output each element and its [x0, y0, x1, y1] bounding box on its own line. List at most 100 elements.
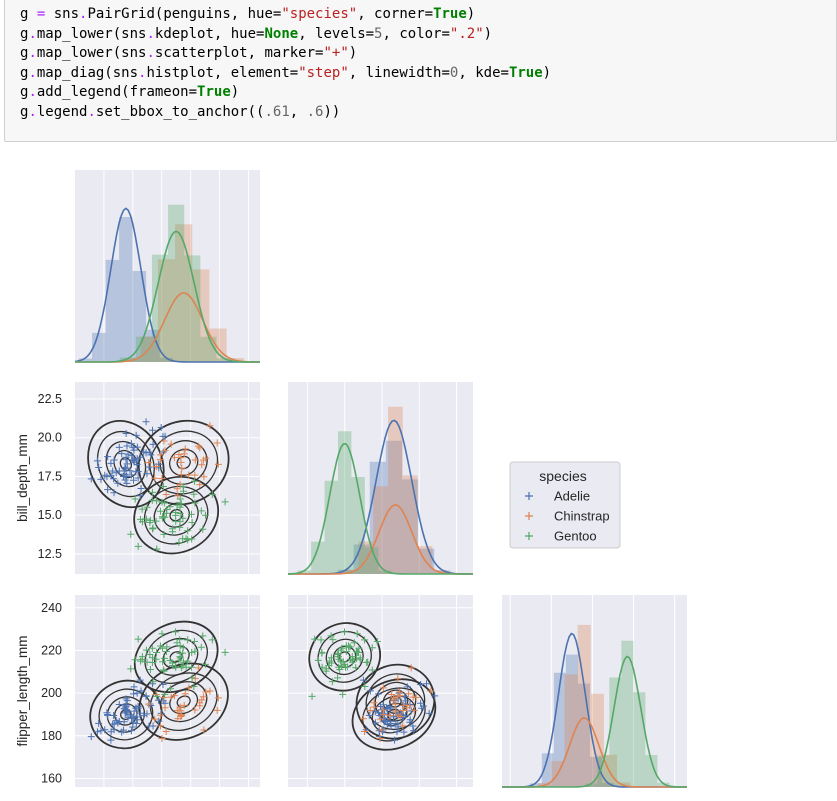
scatter-point-adelie: [119, 726, 127, 734]
scatter-point-adelie: [123, 473, 131, 481]
scatter-point-chinstrap: [359, 715, 367, 723]
scatter-point-gentoo: [208, 491, 216, 499]
code-editor[interactable]: g = sns.PairGrid(penguins, hue="species"…: [20, 5, 836, 122]
scatter-point-gentoo: [158, 630, 166, 638]
scatter-point-adelie: [128, 714, 136, 722]
scatter-point-adelie: [123, 479, 131, 487]
y-tick-label: 12.5: [38, 547, 62, 561]
scatter-point-chinstrap: [392, 707, 400, 715]
code-token: map_diag(sns: [36, 64, 139, 81]
scatter-point-chinstrap: [194, 664, 202, 672]
scatter-point-chinstrap: [157, 722, 165, 730]
scatter-point-chinstrap: [399, 706, 407, 714]
scatter-point-gentoo: [352, 647, 360, 655]
y-tick-label: 180: [41, 729, 62, 743]
scatter-point-gentoo: [326, 657, 334, 665]
scatter-point-adelie: [97, 475, 105, 483]
scatter-point-gentoo: [176, 495, 184, 503]
scatter-point-gentoo: [163, 505, 171, 513]
scatter-point-gentoo: [158, 644, 166, 652]
scatter-point-gentoo: [314, 656, 322, 664]
scatter-point-adelie: [129, 690, 137, 698]
scatter-point-adelie: [137, 687, 145, 695]
axes-background: [75, 170, 260, 362]
scatter-point-adelie: [123, 697, 131, 705]
code-token: None: [264, 25, 299, 42]
code-token: , linewidth=: [348, 64, 450, 81]
kde-contour: [371, 695, 417, 734]
scatter-point-gentoo: [153, 545, 161, 553]
scatter-point-adelie: [406, 716, 414, 724]
code-cell[interactable]: g = sns.PairGrid(penguins, hue="species"…: [4, 0, 837, 142]
code-token: .: [28, 25, 37, 42]
scatter-point-chinstrap: [162, 728, 170, 736]
scatter-point-adelie: [155, 717, 163, 725]
scatter-point-chinstrap: [176, 703, 184, 711]
scatter-point-gentoo: [146, 516, 154, 524]
scatter-point-chinstrap: [160, 437, 168, 445]
code-token: g: [20, 103, 29, 120]
kde-contour: [325, 638, 364, 676]
scatter-point-gentoo: [166, 656, 174, 664]
scatter-point-chinstrap: [185, 471, 193, 479]
code-token: , color=: [382, 25, 450, 42]
scatter-point-gentoo: [159, 483, 167, 491]
scatter-point-chinstrap: [199, 456, 207, 464]
scatter-point-chinstrap: [158, 474, 166, 482]
scatter-point-adelie: [129, 456, 137, 464]
scatter-point-chinstrap: [194, 442, 202, 450]
scatter-point-gentoo: [208, 636, 216, 644]
scatter-point-adelie: [136, 709, 144, 717]
scatter-point-gentoo: [201, 660, 209, 668]
scatter-point-gentoo: [131, 656, 139, 664]
scatter-point-gentoo: [191, 647, 199, 655]
scatter-point-gentoo: [184, 657, 192, 665]
subplot-bill_depth_mm-vs-bill_depth_mm: [287, 382, 473, 575]
code-token: add_legend(frameon=: [36, 84, 198, 100]
scatter-point-chinstrap: [191, 471, 199, 479]
scatter-point-gentoo: [368, 644, 376, 652]
code-token: histplot, element=: [146, 64, 299, 81]
scatter-point-gentoo: [182, 663, 190, 671]
scatter-point-adelie: [103, 473, 111, 481]
scatter-point-gentoo: [197, 643, 205, 651]
scatter-point-gentoo: [176, 509, 184, 517]
scatter-point-chinstrap: [152, 462, 160, 470]
scatter-point-adelie: [133, 461, 141, 469]
scatter-point-adelie: [379, 728, 387, 736]
y-tick-label: 240: [41, 601, 62, 615]
histogram-adelie: [529, 654, 614, 787]
scatter-point-adelie: [136, 453, 144, 461]
scatter-point-adelie: [149, 440, 157, 448]
y-axis-label: flipper_length_mm: [15, 635, 30, 746]
histogram-gentoo: [297, 431, 392, 574]
scatter-point-chinstrap: [214, 460, 222, 468]
scatter-point-gentoo: [191, 499, 199, 507]
code-line: g.legend.set_bbox_to_anchor((.61, .6)): [20, 103, 836, 123]
scatter-point-gentoo: [169, 528, 177, 536]
legend-marker-gentoo: [525, 532, 533, 540]
scatter-point-adelie: [142, 692, 150, 700]
scatter-point-gentoo: [361, 682, 369, 690]
y-tick-label: 20.0: [38, 431, 62, 445]
scatter-point-adelie: [410, 727, 418, 735]
scatter-point-adelie: [114, 719, 122, 727]
scatter-point-chinstrap: [399, 722, 407, 730]
scatter-point-chinstrap: [199, 693, 207, 701]
code-line: g.map_lower(sns.scatterplot, marker="+"): [20, 44, 836, 64]
scatter-point-gentoo: [342, 648, 350, 656]
code-token: , levels=: [298, 25, 375, 42]
scatter-point-adelie: [115, 467, 123, 475]
scatter-point-adelie: [359, 676, 367, 684]
scatter-point-chinstrap: [157, 711, 165, 719]
scatter-point-gentoo: [148, 496, 156, 504]
code-token: kdeplot, hue=: [154, 25, 265, 42]
scatter-point-chinstrap: [394, 675, 402, 683]
scatter-point-adelie: [87, 475, 95, 483]
scatter-point-gentoo: [176, 503, 184, 511]
scatter-point-gentoo: [190, 637, 198, 645]
scatter-point-chinstrap: [378, 726, 386, 734]
scatter-point-chinstrap: [177, 712, 185, 720]
scatter-point-adelie: [136, 676, 144, 684]
scatter-point-adelie: [157, 709, 165, 717]
